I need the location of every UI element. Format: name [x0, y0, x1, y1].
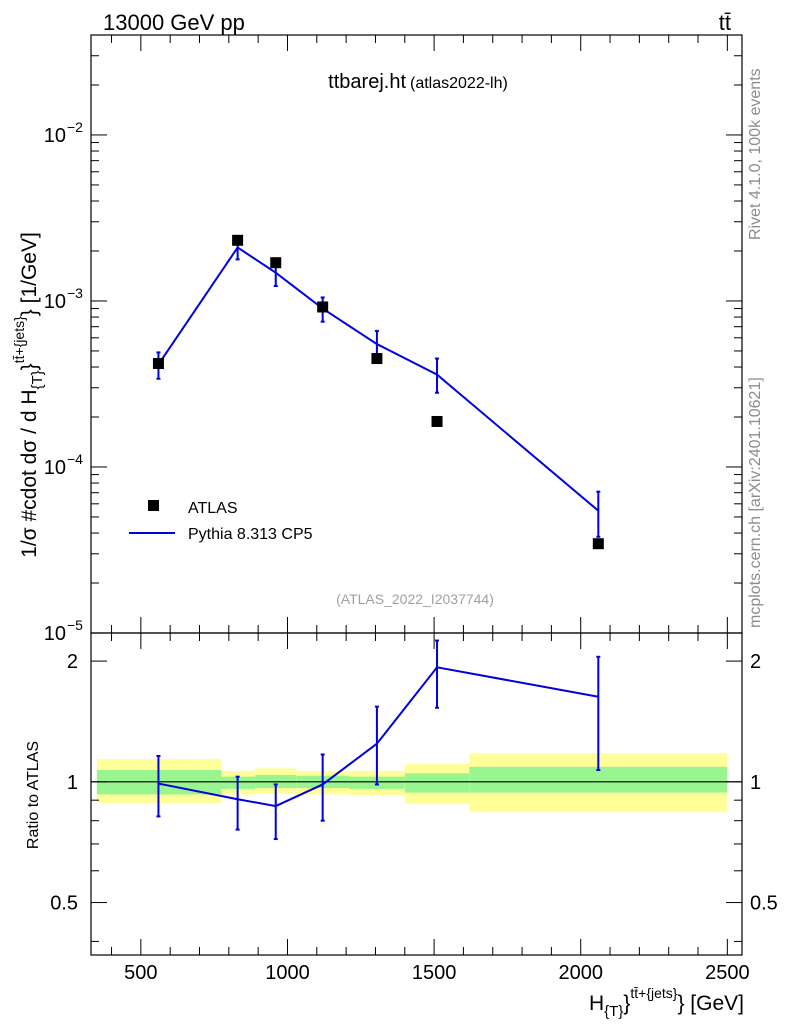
- ratio-y-tick-label-left: 1: [67, 772, 78, 794]
- mc-series-ratio: [156, 639, 601, 841]
- x-axis-label-part: }: [623, 992, 630, 1015]
- ratio-y-tick-label-right: 0.5: [750, 893, 778, 915]
- x-axis-label-part: {T}: [604, 1003, 623, 1020]
- main-y-tick-label: 10: [44, 125, 66, 147]
- main-y-tick-exponent: −3: [67, 285, 83, 301]
- x-tick-label: 2500: [705, 962, 750, 984]
- data-point: [371, 353, 383, 365]
- ratio-y-axis-label-text: Ratio to ATLAS: [25, 741, 42, 849]
- data-point: [592, 538, 604, 550]
- mc-line: [157, 246, 599, 512]
- main-axis-ticks: 10−510−410−310−2: [44, 34, 742, 645]
- main-y-axis-label-text: 1/σ #cdot dσ / d H{T}}tt̄+{jets}} [1/GeV…: [11, 232, 46, 558]
- x-tick-label: 500: [124, 962, 157, 984]
- legend-mc-label: Pythia 8.313 CP5: [188, 526, 313, 543]
- process-label: tt̄: [719, 10, 731, 35]
- legend-atlas-label: ATLAS: [188, 500, 238, 517]
- data-point: [431, 415, 443, 427]
- main-y-tick-exponent: −4: [67, 451, 83, 467]
- main-y-tick-label: 10: [44, 291, 66, 313]
- data-point: [232, 234, 244, 246]
- data-series-main: [152, 234, 604, 550]
- x-tick-label: 1000: [265, 962, 310, 984]
- main-y-label-part: 1/σ #cdot dσ / d H: [18, 390, 41, 558]
- ratio-uncertainty-bands: [96, 752, 728, 813]
- site-info: mcplots.cern.ch [arXiv:2401.10621]: [747, 377, 764, 628]
- main-panel-frame: [90, 34, 743, 634]
- x-axis-label-part: } [GeV]: [677, 992, 744, 1015]
- ratio-y-tick-label-right: 1: [750, 772, 761, 794]
- plot-title: ttbarej.ht: [328, 71, 406, 93]
- ratio-band-inner: [404, 773, 470, 793]
- main-y-tick-exponent: −5: [67, 617, 83, 633]
- analysis-reference: (ATLAS_2022_I2037744): [336, 591, 494, 607]
- ratio-panel-frame: [90, 632, 743, 956]
- ratio-axis-ticks: 0.5 0.51 12 2500 1000 1500 2000 2500: [50, 633, 778, 984]
- main-y-label-part: }: [18, 363, 41, 370]
- x-tick-label: 2000: [558, 962, 603, 984]
- rivet-info-text: Rivet 4.1.0, 100k events: [747, 68, 764, 240]
- ratio-y-tick-label-right: 2: [750, 651, 761, 673]
- main-y-tick-exponent: −2: [67, 119, 83, 135]
- x-tick-label: 1500: [412, 962, 457, 984]
- legend-atlas-marker: [148, 500, 159, 511]
- data-point: [152, 358, 164, 370]
- main-y-label-part: {T}: [29, 370, 46, 389]
- x-axis-label: H{T}}tt̄+{jets}} [GeV]: [589, 985, 744, 1020]
- rivet-info: Rivet 4.1.0, 100k events: [747, 68, 764, 240]
- main-y-label-part: } [1/GeV]: [18, 232, 41, 316]
- main-y-tick-label: 10: [44, 623, 66, 645]
- site-info-text: mcplots.cern.ch [arXiv:2401.10621]: [747, 377, 764, 628]
- ratio-y-axis-label: Ratio to ATLAS: [25, 741, 42, 849]
- mc-series-main: [156, 236, 601, 538]
- main-y-axis-label: 1/σ #cdot dσ / d H{T}}tt̄+{jets}} [1/GeV…: [11, 232, 46, 558]
- x-axis-label-part: H: [589, 992, 604, 1015]
- ratio-y-tick-label-left: 2: [67, 651, 78, 673]
- ratio-y-tick-label-left: 0.5: [50, 893, 78, 915]
- data-point: [317, 301, 329, 313]
- energy-label: 13000 GeV pp: [103, 10, 245, 35]
- main-y-tick-label: 10: [44, 457, 66, 479]
- main-y-label-part: tt̄+{jets}: [11, 316, 27, 363]
- data-point: [270, 257, 282, 269]
- plot-title-tag: (atlas2022-lh): [410, 75, 508, 92]
- ratio-band-inner: [469, 766, 728, 793]
- x-axis-label-part: tt̄+{jets}: [630, 985, 677, 1001]
